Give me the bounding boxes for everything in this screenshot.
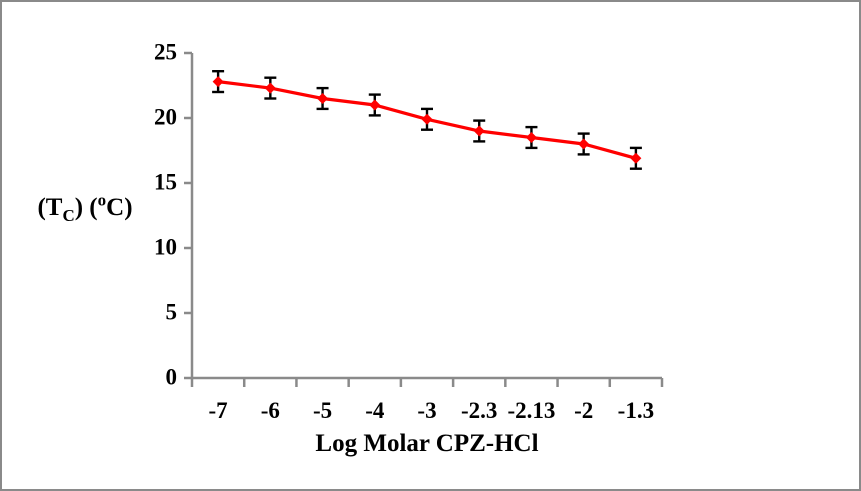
data-point-marker [369, 99, 381, 111]
y-tick-label: 25 [154, 40, 177, 65]
y-axis-title-text: C) [106, 194, 133, 221]
y-tick-label: 20 [154, 105, 177, 130]
x-tick-label: -2 [574, 398, 593, 423]
data-point-marker [264, 82, 276, 94]
x-tick-label: -4 [365, 398, 385, 423]
x-tick-label: -5 [313, 398, 332, 423]
y-tick-label: 0 [166, 365, 178, 390]
data-point-marker [212, 76, 224, 88]
data-point-marker [578, 138, 590, 150]
y-tick-label: 10 [154, 235, 177, 260]
y-axis-title-text: (T [37, 194, 63, 221]
x-tick-label: -6 [261, 398, 280, 423]
y-axis-title: (TC) (oC) [30, 190, 140, 225]
y-axis-title-superscript: o [97, 190, 107, 210]
data-point-marker [525, 132, 537, 143]
y-axis-title-subscript: C [62, 206, 75, 225]
x-tick-label: -7 [209, 398, 228, 423]
data-point-marker [317, 93, 329, 104]
y-axis-title-text: ) ( [74, 194, 98, 221]
data-point-marker [421, 113, 433, 125]
x-axis-title: Log Molar CPZ-HCl [315, 430, 539, 457]
data-point-marker [630, 152, 642, 164]
x-tick-label: -2.3 [461, 398, 497, 423]
x-tick-label: -2.13 [507, 398, 555, 423]
y-tick-label: 15 [154, 170, 177, 195]
data-point-marker [473, 125, 485, 137]
x-tick-label: -3 [417, 398, 436, 423]
y-tick-label: 5 [166, 300, 178, 325]
x-tick-label: -1.3 [618, 398, 654, 423]
